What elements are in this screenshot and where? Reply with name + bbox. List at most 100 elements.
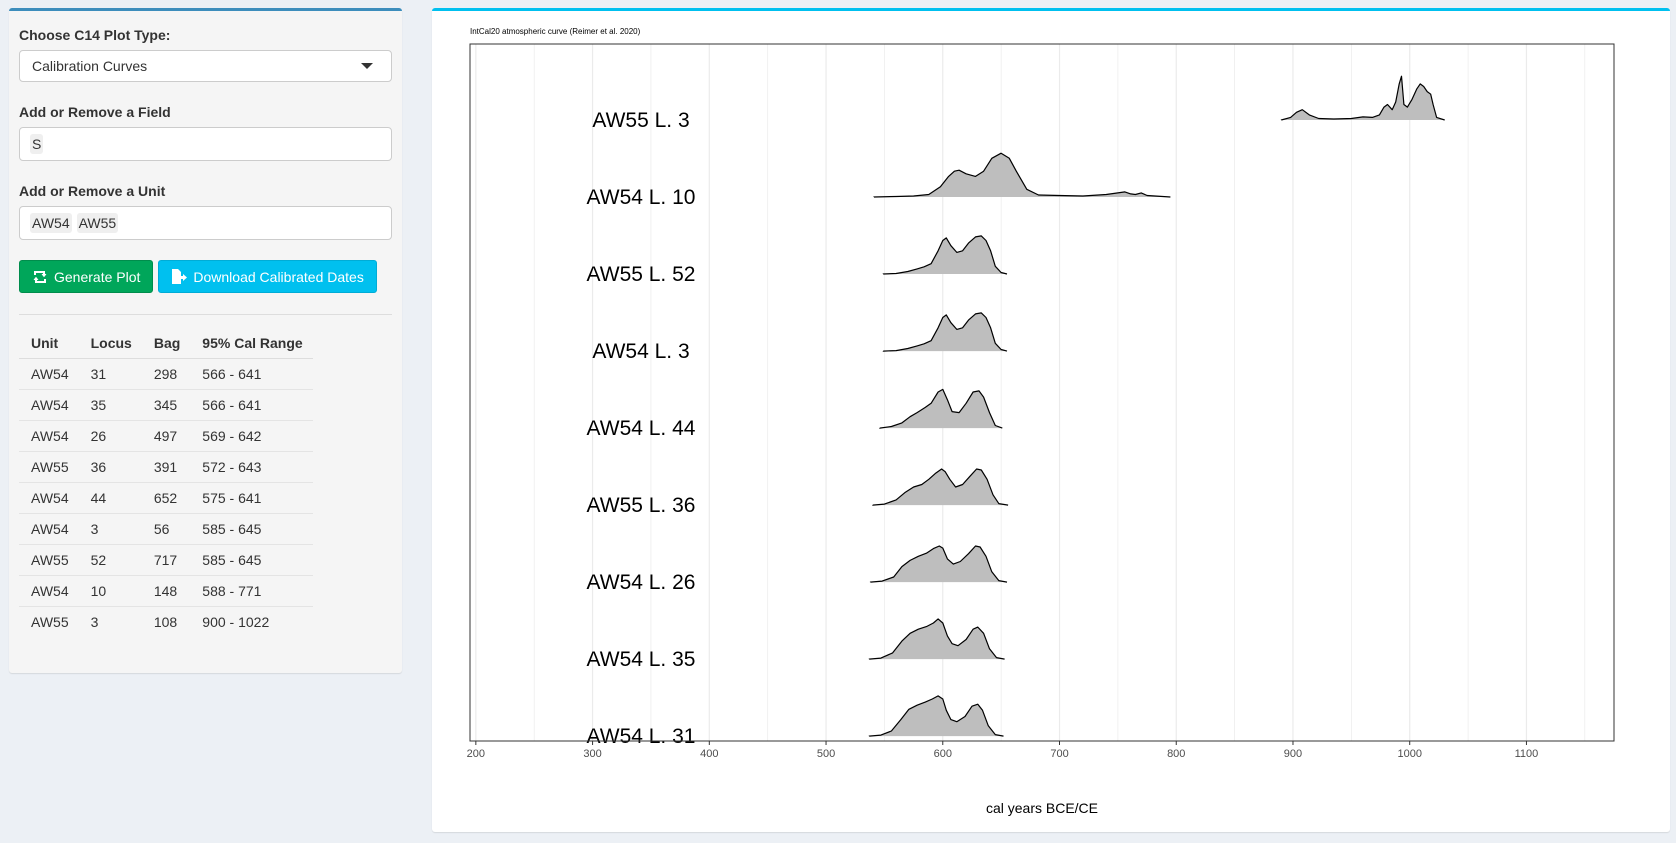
chart-title: IntCal20 atmospheric curve (Reimer et al…: [470, 27, 641, 36]
table-cell: AW54: [31, 366, 69, 382]
table-cell: 497: [141, 420, 191, 452]
plot-panel: AW55 L. 3 AW54 L. 10 AW55 L. 52 AW54 L. 3 AW…: [432, 8, 1670, 832]
generate-plot-button[interactable]: Generate Plot: [19, 260, 154, 293]
table-cell: 652: [141, 482, 191, 514]
column-header: Unit: [19, 327, 79, 359]
table-cell: 35: [78, 389, 142, 421]
x-tick-label: 600: [934, 748, 952, 760]
table-cell: AW55: [19, 606, 79, 637]
density-line: [869, 545, 1008, 583]
x-axis-label: cal years BCE/CE: [986, 800, 1098, 816]
table-cell: AW54: [19, 420, 79, 452]
density-line: [882, 312, 1008, 352]
column-header: 95% Cal Range: [190, 327, 313, 359]
x-tick-label: 400: [700, 748, 718, 760]
plot-type-select[interactable]: Calibration Curves: [19, 50, 392, 82]
density-line: [882, 235, 1008, 275]
x-tick-label: 500: [817, 748, 835, 760]
table-row: AW55 52 717 585 - 645: [19, 544, 313, 576]
field-input[interactable]: S: [19, 127, 392, 161]
x-tick-label: 1000: [1397, 748, 1421, 760]
table-cell: 717: [141, 544, 191, 576]
x-tick-label: 1100: [1515, 748, 1539, 760]
refresh-icon: [33, 270, 47, 283]
table-cell: AW54: [19, 513, 79, 545]
table-cell: 31: [90, 366, 107, 382]
density-line: [868, 618, 1005, 660]
table-cell: 26: [78, 420, 142, 452]
density-area: [869, 695, 1004, 737]
series-label: AW54 L. 26: [587, 571, 696, 594]
download-calibrated-dates-button[interactable]: Download Calibrated Dates: [158, 260, 377, 293]
density-area: [872, 469, 1009, 506]
table-cell: 3: [78, 513, 142, 545]
x-tick-label: 200: [467, 748, 485, 760]
table-cell: AW54: [19, 482, 79, 514]
x-tick-label: 700: [1050, 748, 1068, 760]
table-cell: 345: [141, 389, 191, 421]
series-label: AW55 L. 36: [587, 494, 696, 517]
series-label: AW54 L. 3: [592, 340, 689, 363]
table-cell: 569 - 642: [190, 420, 313, 452]
table-cell: 566 - 641: [190, 389, 313, 421]
field-tag[interactable]: S: [30, 134, 44, 154]
plot-type-value: Calibration Curves: [32, 58, 148, 74]
series-label: AW55 L. 3: [592, 109, 689, 132]
table-cell: 572 - 643: [190, 451, 313, 483]
table-cell: 44: [78, 482, 142, 514]
table-body: AW54 31 298 566 - 641 AW54 35 345 566 - 641 AW54…: [19, 359, 313, 637]
calibration-curves-chart: AW55 L. 3 AW54 L. 10 AW55 L. 52 AW54 L. 3 AW…: [467, 27, 1615, 816]
table-header-row: Unit Locus Bag 95% Cal Range: [19, 327, 313, 359]
table-row: AW54 31 298 566 - 641: [19, 359, 313, 390]
series-label: AW54 L. 31: [587, 725, 696, 748]
x-tick-label: 900: [1284, 748, 1302, 760]
table-cell: 566 - 641: [202, 366, 262, 382]
unit-input[interactable]: AW54 AW55: [19, 206, 392, 240]
density-area: [870, 546, 1007, 583]
density-area: [869, 618, 1005, 660]
density-line: [872, 468, 1009, 506]
table-cell: 298: [153, 366, 178, 382]
plot-border: [469, 43, 1615, 742]
table-row: AW54 10 148 588 - 771: [19, 575, 313, 607]
divider: [19, 314, 392, 315]
table-cell: 148: [141, 575, 191, 607]
calibration-table: Unit Locus Bag 95% Cal Range AW54 31 298 56…: [19, 327, 313, 637]
chevron-down-icon: [361, 63, 373, 69]
density-area: [879, 389, 1003, 429]
plot-type-label: Choose C14 Plot Type:: [19, 27, 171, 43]
table-cell: 575 - 641: [190, 482, 313, 514]
generate-plot-label: Generate Plot: [54, 268, 141, 285]
density-area: [1281, 76, 1445, 121]
table-cell: 3: [78, 606, 142, 637]
density-line: [879, 388, 1003, 429]
sidebar-panel: Choose C14 Plot Type: Calibration Curves…: [9, 8, 402, 673]
series-label: AW54 L. 44: [587, 417, 696, 440]
file-export-icon: [172, 269, 188, 284]
density-area: [873, 153, 1171, 198]
table-row: AW54 44 652 575 - 641: [19, 482, 313, 514]
table-cell: AW54: [19, 575, 79, 607]
table-cell: AW54: [19, 389, 79, 421]
download-label: Download Calibrated Dates: [193, 268, 364, 285]
table-row: AW54 35 345 566 - 641: [19, 389, 313, 421]
unit-label: Add or Remove a Unit: [19, 183, 166, 199]
density-area: [883, 235, 1007, 275]
table-cell: 108: [141, 606, 191, 637]
table-cell: 52: [78, 544, 142, 576]
unit-tag[interactable]: AW54: [30, 213, 72, 233]
density-area: [883, 312, 1007, 352]
series-label: AW54 L. 35: [587, 648, 696, 671]
table-row: AW54 26 497 569 - 642: [19, 420, 313, 452]
unit-tag[interactable]: AW55: [76, 213, 119, 233]
density-line: [868, 695, 1004, 737]
field-label: Add or Remove a Field: [19, 104, 171, 120]
table-cell: 588 - 771: [190, 575, 313, 607]
table-cell: 391: [141, 451, 191, 483]
series-label: AW54 L. 10: [587, 186, 696, 209]
table-row: AW55 3 108 900 - 1022: [19, 606, 313, 637]
table-cell: AW55: [19, 451, 79, 483]
table-cell: 585 - 645: [190, 544, 313, 576]
table-row: AW55 36 391 572 - 643: [19, 451, 313, 483]
table-cell: 56: [141, 513, 191, 545]
